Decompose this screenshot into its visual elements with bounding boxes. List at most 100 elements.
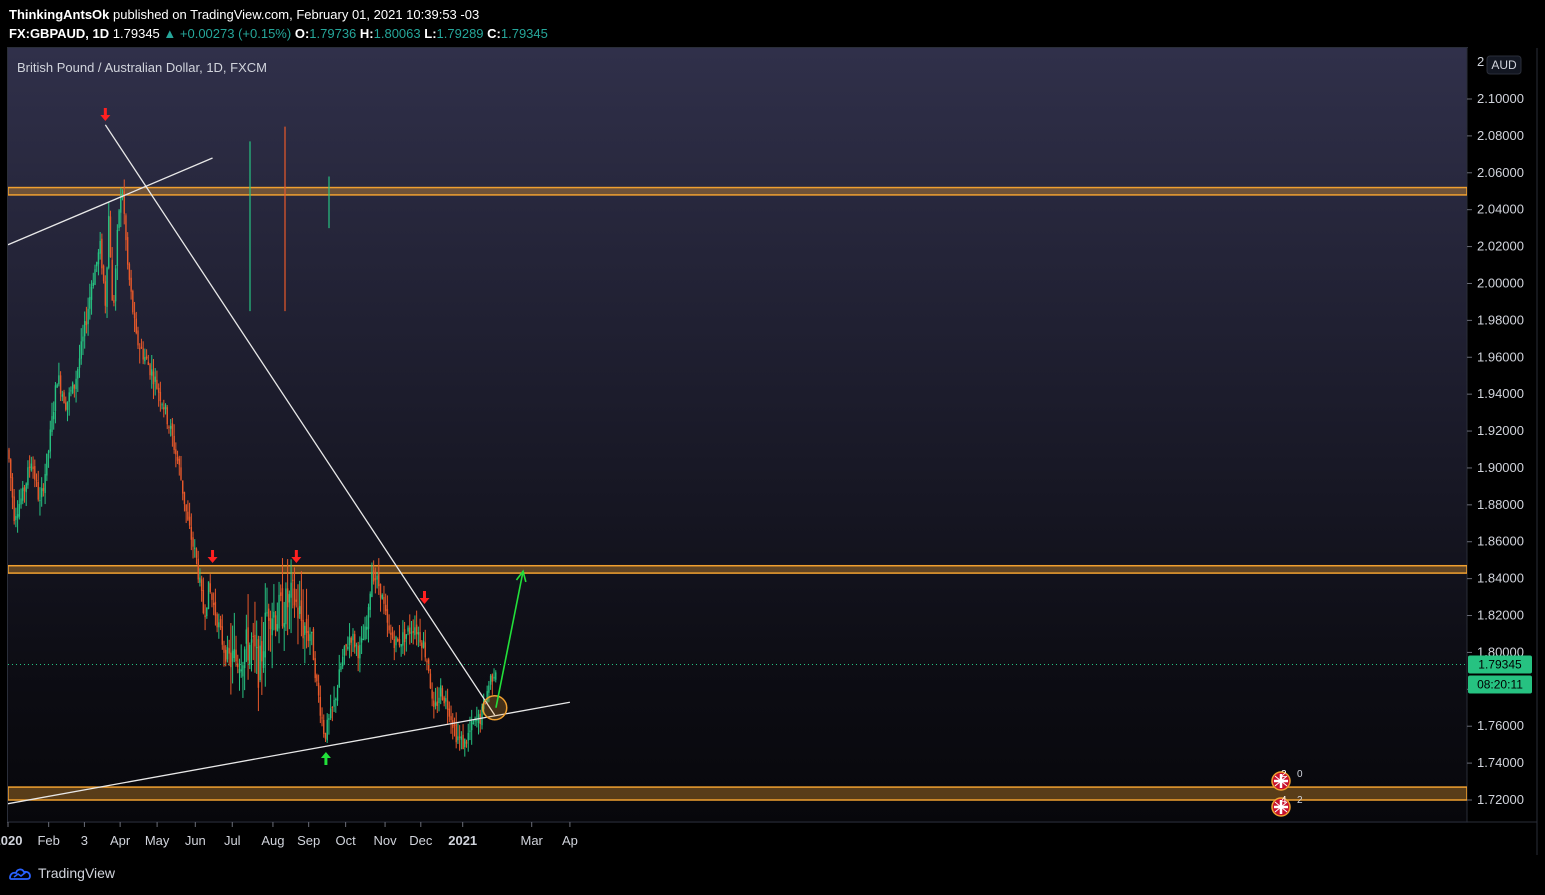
x-tick-label: Jul — [224, 833, 241, 848]
x-tick-label: Sep — [297, 833, 320, 848]
candle-body — [56, 384, 58, 388]
candle-body — [281, 588, 284, 627]
candle-body — [194, 547, 196, 549]
candle-body — [85, 321, 88, 326]
candle-body — [249, 644, 251, 665]
candle-body — [364, 626, 366, 640]
y-tick-label: 1.76000 — [1477, 718, 1524, 733]
resistance-zone[interactable] — [8, 564, 1467, 574]
candle-body — [151, 369, 153, 376]
symbol-label[interactable]: FX:GBPAUD, 1D — [9, 26, 110, 41]
candle-body — [34, 466, 36, 480]
plot-area[interactable]: 2 04 2 — [8, 108, 1467, 817]
candle-body — [252, 635, 254, 637]
candle-body — [410, 632, 413, 634]
candle-body — [314, 658, 316, 679]
candle-body — [371, 572, 373, 597]
resistance-zone[interactable] — [8, 786, 1467, 801]
candle-body — [22, 487, 24, 501]
candle-body — [58, 375, 60, 385]
candle-body — [292, 579, 294, 581]
candle-body — [61, 394, 64, 397]
candle-body — [388, 625, 390, 631]
current-price-tag[interactable] — [1468, 655, 1532, 674]
candle-body — [427, 659, 430, 672]
candle-body — [78, 358, 81, 368]
candle-body — [152, 371, 155, 385]
candle-body — [469, 730, 471, 732]
candle-body — [488, 685, 490, 693]
candle-body — [230, 652, 232, 668]
candle-body — [218, 622, 220, 628]
uk-flag-diagonal — [1274, 775, 1288, 787]
candle-body — [216, 614, 218, 628]
candle-body — [44, 474, 46, 494]
candle-body — [211, 593, 213, 600]
trendline[interactable] — [104, 124, 496, 716]
candle-body — [472, 722, 475, 724]
candle-body — [321, 717, 323, 719]
candle-body — [199, 577, 201, 583]
candle-body — [63, 392, 65, 404]
candle-body — [352, 633, 354, 641]
footer-brand[interactable]: TradingView — [8, 865, 115, 881]
y-tick-label: 2.04000 — [1477, 202, 1524, 217]
candle-body — [157, 387, 160, 393]
trendline[interactable] — [8, 701, 571, 805]
candle-body — [298, 606, 301, 614]
projection-arrow[interactable] — [495, 571, 524, 708]
trendline[interactable] — [8, 157, 213, 246]
candle-body — [139, 348, 141, 350]
up-arrow-icon — [320, 752, 331, 765]
candle-body — [183, 492, 186, 505]
candle-body — [83, 320, 86, 337]
candle-body — [400, 644, 402, 647]
candle-body — [338, 669, 340, 688]
candle-body — [481, 706, 483, 726]
candle-body — [15, 516, 17, 520]
x-tick-label: Aug — [261, 833, 284, 848]
candle-body — [383, 597, 385, 604]
candle-body — [223, 645, 225, 653]
candle-body — [161, 404, 163, 406]
candle-body — [302, 619, 304, 639]
candle-body — [393, 639, 395, 648]
candle-body — [295, 599, 297, 602]
candle-body — [464, 738, 466, 748]
breakout-highlight-circle[interactable] — [481, 695, 508, 721]
candle-body — [391, 632, 394, 639]
candle-body — [51, 416, 53, 432]
candle-body — [47, 451, 50, 454]
candle-body — [75, 378, 77, 389]
candle-body — [30, 463, 33, 471]
down-arrow-icon — [291, 550, 302, 563]
y-tick-label: 2.02000 — [1477, 239, 1524, 254]
candle-body — [28, 466, 31, 468]
candle-body — [92, 282, 94, 287]
x-tick-label: 2020 — [0, 833, 22, 848]
x-tick-label: Ap — [562, 833, 578, 848]
candle-body — [350, 637, 352, 643]
candle-body — [166, 407, 168, 425]
down-arrow-icon — [419, 591, 430, 604]
currency-badge[interactable] — [1486, 55, 1522, 75]
candle-body — [178, 458, 180, 465]
candle-body — [453, 724, 456, 726]
resistance-zone[interactable] — [8, 186, 1467, 196]
candle-body — [204, 615, 206, 618]
candle-body — [13, 496, 15, 522]
ohlc-legend: FX:GBPAUD, 1D 1.79345 ▲ +0.00273 (+0.15%… — [9, 26, 548, 41]
candle-body — [231, 650, 234, 662]
candle-body — [254, 634, 256, 647]
candle-body — [266, 612, 268, 614]
candle-body — [125, 215, 127, 241]
candle-body — [403, 629, 406, 643]
candle-body — [323, 719, 325, 734]
candle-body — [192, 537, 194, 547]
uk-flag-diagonal — [1274, 801, 1288, 813]
candle-body — [109, 216, 112, 258]
candle-body — [261, 641, 263, 662]
candle-body — [154, 376, 156, 382]
candle-body — [397, 639, 399, 642]
